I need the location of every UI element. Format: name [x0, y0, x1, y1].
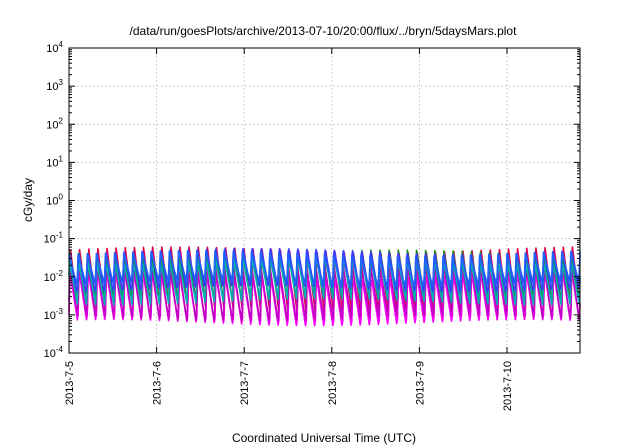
series-line: [68, 263, 581, 323]
x-tick-label: 2013-7-7: [239, 361, 251, 405]
y-tick-label: 101: [46, 154, 63, 169]
series-layer: [68, 246, 581, 327]
x-tick-label: 2013-7-9: [414, 361, 426, 405]
y-tick-label: 10-3: [44, 307, 64, 322]
y-tick-label: 103: [46, 78, 63, 93]
chart-title: /data/run/goesPlots/archive/2013-07-10/2…: [130, 24, 518, 38]
y-tick-label: 100: [46, 193, 63, 208]
x-axis-label: Coordinated Universal Time (UTC): [232, 431, 416, 445]
y-axis-label: cGy/day: [21, 178, 35, 222]
y-tick-label: 10-2: [44, 269, 64, 284]
x-axis: 2013-7-5 2013-7-6 2013-7-7 2013-7-8 2013-7-9…: [64, 48, 514, 411]
x-tick-label: 2013-7-10: [502, 361, 514, 411]
y-tick-label: 102: [46, 116, 63, 131]
y-tick-label: 10-4: [44, 345, 64, 360]
x-tick-label: 2013-7-5: [64, 361, 76, 405]
x-tick-label: 2013-7-8: [327, 361, 339, 405]
x-tick-label: 2013-7-6: [152, 361, 164, 405]
series-line: [68, 250, 581, 288]
y-tick-label: 10-1: [44, 231, 64, 246]
y-tick-label: 104: [46, 40, 63, 55]
y-axis: 10-4 10-3 10-2 10-1 100 101 102 103 104: [44, 40, 580, 360]
